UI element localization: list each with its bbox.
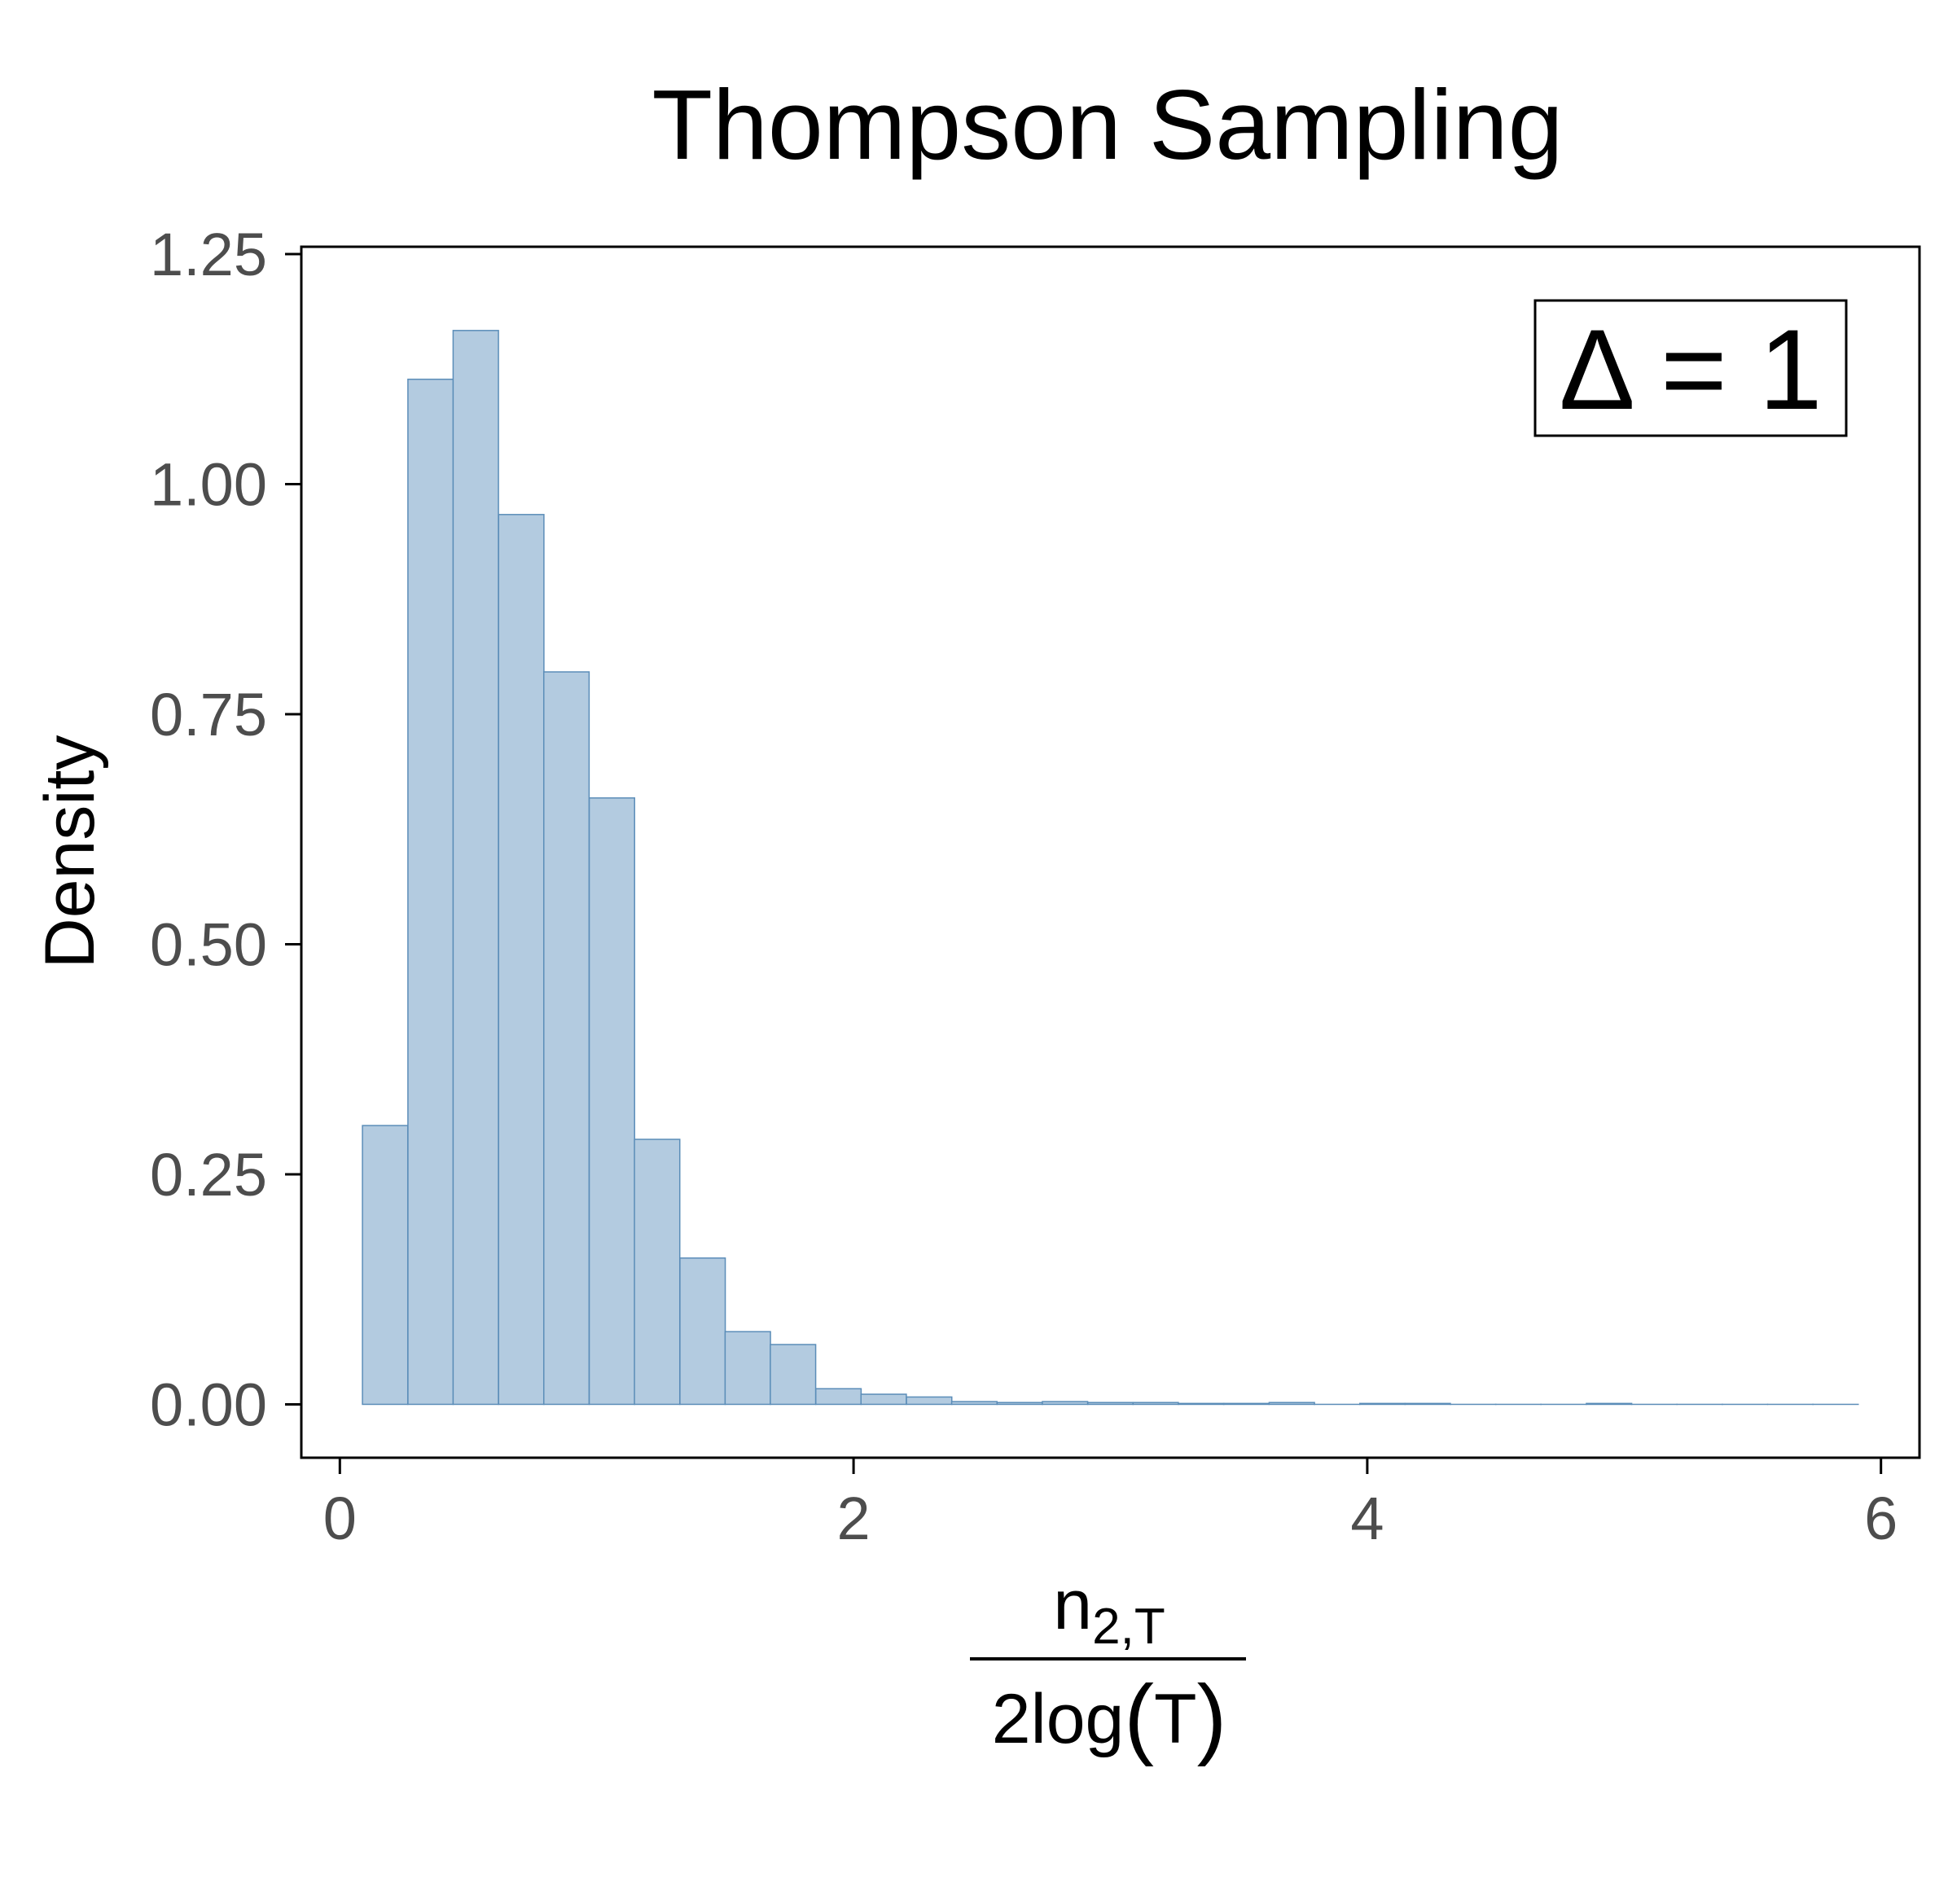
y-axis: 0.00 0.25 0.50 0.75 1.00 1.25	[150, 221, 301, 1438]
x-tick-label: 0	[323, 1485, 357, 1552]
y-axis-title: Density	[31, 735, 109, 969]
histogram-bar	[1178, 1402, 1225, 1406]
histogram-bar	[996, 1402, 1043, 1406]
histogram-bars	[362, 330, 1859, 1406]
histogram-bar	[814, 1388, 862, 1406]
x-axis-title-numerator-sub: 2,T	[1092, 1599, 1165, 1655]
histogram-bar	[724, 1331, 771, 1406]
y-tick-label: 0.75	[150, 681, 267, 748]
plot-panel-border	[300, 245, 1921, 1459]
histogram-bar	[1132, 1402, 1179, 1406]
histogram-bar	[679, 1257, 726, 1406]
histogram-bar	[498, 514, 545, 1406]
x-axis-title-numerator-base: n	[1053, 1566, 1092, 1644]
histogram-bar	[1268, 1402, 1315, 1406]
x-axis-title-denominator-arg: T	[1154, 1680, 1197, 1758]
y-tick-label: 1.00	[150, 451, 267, 519]
chart-title: Thompson Sampling	[652, 69, 1564, 180]
x-axis-title-close-paren: )	[1197, 1667, 1227, 1767]
histogram-bar	[588, 797, 635, 1406]
histogram-bar	[634, 1138, 681, 1406]
annotation-text: Δ = 1	[1559, 305, 1822, 433]
y-tick-label: 0.25	[150, 1141, 267, 1209]
histogram-bar	[1586, 1402, 1633, 1406]
x-axis: 0 2 4 6	[323, 1458, 1898, 1552]
histogram-bar	[1222, 1402, 1270, 1406]
x-tick-label: 2	[837, 1485, 871, 1552]
histogram-bar	[1042, 1401, 1089, 1406]
x-axis-title-denominator: 2log(T)	[992, 1667, 1226, 1767]
histogram-bar	[362, 1125, 409, 1406]
histogram-bar	[1086, 1402, 1134, 1406]
histogram-bar	[407, 378, 454, 1406]
annotation-box	[1533, 299, 1848, 437]
y-tick-label: 0.50	[150, 910, 267, 978]
histogram-bar	[950, 1401, 998, 1406]
histogram-bar	[770, 1344, 817, 1406]
x-axis-title: n2,T 2log(T)	[970, 1566, 1246, 1767]
histogram-bar	[860, 1393, 907, 1406]
histogram-bar	[1404, 1402, 1451, 1406]
histogram-bar	[906, 1396, 953, 1406]
histogram-bar	[452, 330, 499, 1406]
x-tick-label: 4	[1350, 1485, 1384, 1552]
x-axis-title-denominator-prefix: 2log	[992, 1680, 1125, 1758]
y-tick-label: 1.25	[150, 221, 267, 288]
histogram-bar	[542, 671, 590, 1406]
x-axis-title-numerator: n2,T	[1053, 1566, 1165, 1655]
y-tick-label: 0.00	[150, 1371, 267, 1438]
histogram-bar	[1359, 1402, 1406, 1406]
x-axis-title-open-paren: (	[1124, 1667, 1154, 1767]
annotation: Δ = 1	[1533, 299, 1848, 437]
x-tick-label: 6	[1864, 1485, 1898, 1552]
